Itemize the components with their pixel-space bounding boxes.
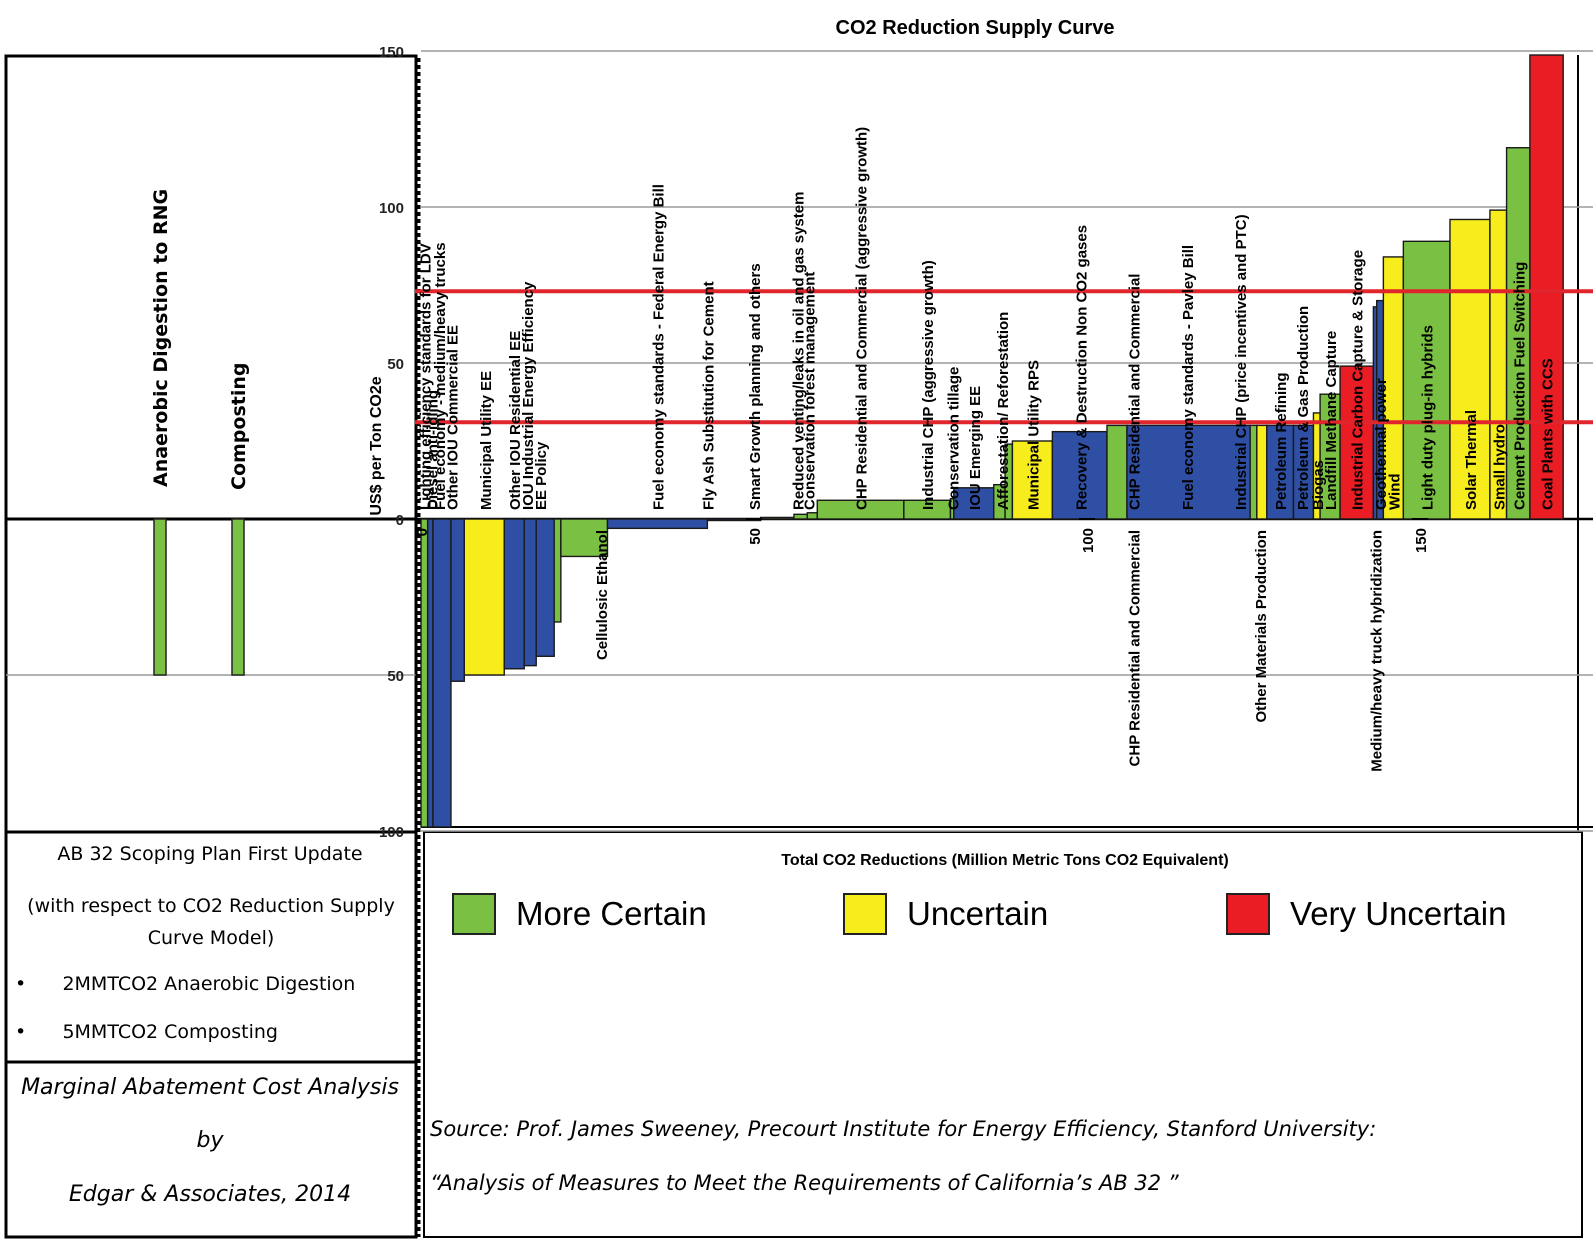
bar-label-lower: Other Materials Production — [1253, 530, 1270, 723]
bar-label: Petroleum Refining — [1273, 372, 1290, 510]
bar-label-lower: Cellulosic Ethanol — [594, 530, 611, 660]
x-tick-label: 150 — [1413, 528, 1430, 553]
bar-label: Fuel economy standards - Federal Energy … — [650, 184, 667, 510]
y-tick-label: 50 — [387, 668, 404, 685]
chart-y-axis-label: US$ per Ton CO2e — [368, 376, 385, 515]
source-line-1: Source: Prof. James Sweeney, Precourt In… — [430, 1117, 1376, 1141]
bar-label: Industrial Carbon Capture & Storage — [1350, 250, 1367, 510]
bar-label: Other IOU Commercial EE — [445, 325, 462, 510]
measure-label-anaerobic-digestion: Anaerobic Digestion to RNG — [150, 189, 172, 487]
left-panel-bar — [154, 519, 166, 675]
bar-label: Wind — [1386, 473, 1403, 510]
analysis-author: Edgar & Associates, 2014 — [6, 1182, 414, 1207]
bar-label: Conservation forest management — [802, 272, 819, 510]
bar-label: IOU Emerging EE — [967, 386, 984, 510]
bar — [1250, 425, 1257, 519]
legend-label: Uncertain — [907, 895, 1048, 933]
bar-label: Municipal Utility RPS — [1025, 360, 1042, 510]
bar — [794, 514, 807, 519]
left-panel-bar — [232, 519, 244, 675]
bar-label: Smart Growth planning and others — [747, 263, 764, 510]
legend-swatch-uncertain — [843, 893, 887, 935]
source-line-2: “Analysis of Measures to Meet the Requir… — [430, 1171, 1179, 1195]
analysis-title: Marginal Abatement Cost Analysis — [6, 1075, 414, 1100]
bullet-text: 2MMTCO2 Anaerobic Digestion — [62, 973, 355, 995]
legend-label: More Certain — [516, 895, 707, 933]
chart-x-axis-label: Total CO2 Reductions (Million Metric Ton… — [781, 852, 1228, 869]
bar-label: Fly Ash Substitution for Cement — [700, 281, 717, 510]
bar — [1107, 425, 1127, 519]
left-panel-border — [6, 56, 416, 1237]
bar-label: Recovery & Destruction Non CO2 gases — [1073, 225, 1090, 510]
bar-label: Conservation tillage — [945, 367, 962, 510]
bar-label: EE Policy — [533, 441, 550, 510]
bar — [504, 519, 524, 669]
y-tick-label: 50 — [387, 356, 404, 373]
bar — [451, 519, 464, 681]
bar-label: Industrial CHP (aggressive growth) — [920, 260, 937, 510]
bar-label-lower: Medium/heavy truck hybridization — [1368, 530, 1385, 772]
analysis-by: by — [6, 1128, 414, 1153]
bar — [428, 519, 433, 827]
plan-title: AB 32 Scoping Plan First Update — [6, 843, 414, 865]
bar — [554, 519, 561, 622]
bar-label-lower: CHP Residential and Commercial — [1127, 530, 1144, 766]
chart-title: CO2 Reduction Supply Curve — [836, 17, 1115, 39]
legend-uncertain: Uncertain — [843, 893, 1048, 935]
legend-swatch-very-uncertain — [1226, 893, 1270, 935]
legend-label: Very Uncertain — [1290, 895, 1506, 933]
legend-swatch-more-certain — [452, 893, 496, 935]
bar — [464, 519, 504, 675]
bar-label: CHP Residential and Commercial (aggressi… — [854, 127, 871, 510]
legend-very-uncertain: Very Uncertain — [1226, 893, 1506, 935]
measure-label-composting: Composting — [228, 363, 250, 490]
bar — [607, 519, 707, 528]
x-tick-label: 50 — [747, 528, 764, 545]
legend-more-certain: More Certain — [452, 893, 707, 935]
bar-label: Coal Plants with CCS — [1540, 358, 1557, 510]
bar-label: Solar Thermal — [1463, 410, 1480, 510]
bar-label: Fuel economy standards - Pavley Bill — [1180, 245, 1197, 510]
bullet-composting: • 5MMTCO2 Composting — [15, 1021, 278, 1043]
bar — [761, 517, 794, 519]
plan-subtitle: (with respect to CO2 Reduction Supply Cu… — [26, 890, 396, 954]
chart-bars — [421, 55, 1563, 827]
y-tick-label: 100 — [379, 824, 404, 841]
bar-label: Landfill Methane Capture — [1323, 331, 1340, 510]
bar — [421, 519, 428, 827]
bar — [433, 519, 451, 827]
bar — [1257, 425, 1267, 519]
y-tick-label: 0 — [396, 512, 404, 529]
bullet-anaerobic-digestion: • 2MMTCO2 Anaerobic Digestion — [15, 973, 355, 995]
bar — [807, 513, 817, 519]
x-tick-label: 0 — [414, 528, 431, 536]
bullet-text: 5MMTCO2 Composting — [62, 1021, 278, 1043]
bar-label: Small hydro — [1492, 424, 1509, 510]
bar-label: CHP Residential and Commercial — [1127, 274, 1144, 510]
bar-label: Industrial CHP (price incentives and PTC… — [1233, 214, 1250, 510]
bar-label: Afforestation/ Reforestation — [995, 312, 1012, 510]
bar — [536, 519, 554, 656]
bar — [524, 519, 536, 666]
bar-label: Municipal Utility EE — [478, 371, 495, 510]
y-tick-label: 100 — [379, 200, 404, 217]
bar-label: Light duty plug-in hybrids — [1420, 325, 1437, 510]
bar-label: Cement Production Fuel Switching — [1512, 262, 1529, 510]
y-tick-label: 150 — [379, 44, 404, 61]
x-tick-label: 100 — [1080, 528, 1097, 553]
